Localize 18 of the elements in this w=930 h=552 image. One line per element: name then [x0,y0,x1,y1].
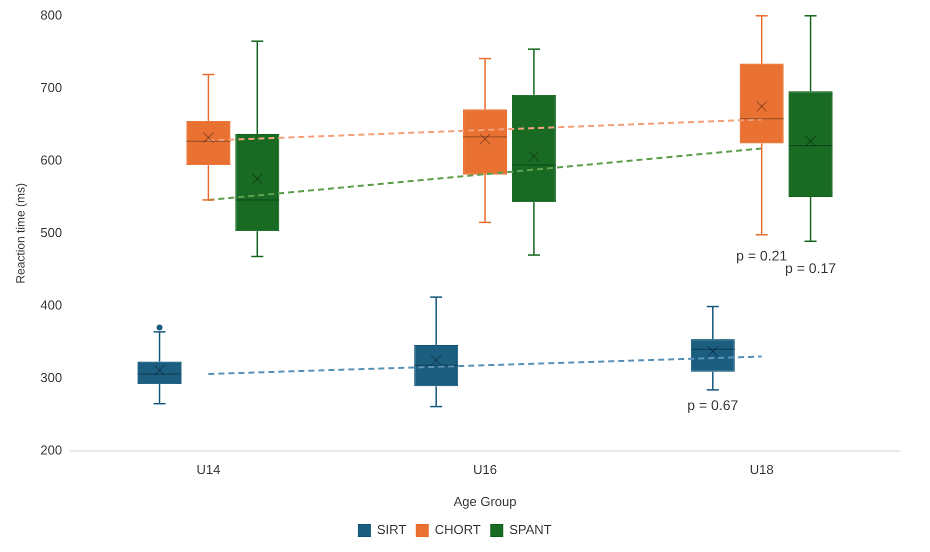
y-tick-label: 300 [40,370,62,385]
annotation: p = 0.21 [736,248,788,264]
legend-label: SIRT [376,522,406,538]
x-axis-title: Age Group [454,494,516,509]
y-tick-label: 200 [40,442,62,458]
annotation: p = 0.67 [687,396,739,413]
annotation: p = 0.17 [785,260,836,276]
y-tick-label: 500 [40,224,62,240]
x-tick-label: U16 [473,462,497,478]
y-tick-label: 600 [40,152,62,168]
y-tick-label: 700 [40,80,62,95]
x-tick-label: U14 [196,462,220,478]
y-tick-label: 400 [40,297,62,312]
legend-label: SPANT [509,522,552,538]
y-tick-label: 800 [40,7,62,22]
y-axis-title: Reaction time (ms) [14,182,28,284]
legend-label: CHORT [434,522,481,538]
x-tick-label: U18 [750,462,774,478]
